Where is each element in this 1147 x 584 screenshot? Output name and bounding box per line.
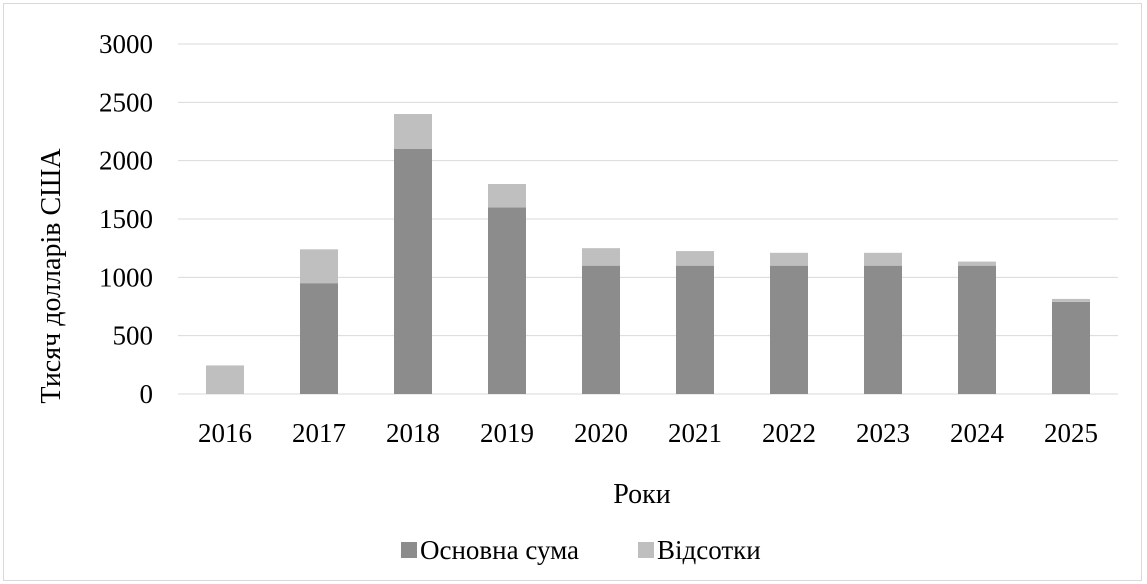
y-tick-label: 2000: [99, 146, 153, 176]
bar-interest: [206, 365, 244, 394]
y-tick-label: 3000: [99, 29, 153, 59]
y-tick-label: 0: [140, 379, 154, 409]
bar-principal: [582, 265, 620, 394]
bar-interest: [770, 252, 808, 266]
y-tick-labels: 0 500 1000 1500 2000 2500 3000: [99, 29, 153, 409]
bar-principal: [1052, 301, 1090, 394]
y-tick-label: 1000: [99, 262, 153, 292]
x-tick-label: 2023: [856, 418, 910, 448]
x-tick-label: 2025: [1044, 418, 1098, 448]
bar-principal: [488, 207, 526, 394]
legend-swatch-principal: [401, 542, 417, 558]
x-tick-label: 2020: [574, 418, 628, 448]
bar-principal: [770, 265, 808, 394]
x-tick-label: 2016: [198, 418, 252, 448]
bar-interest: [394, 114, 432, 149]
y-tick-label: 2500: [99, 87, 153, 117]
bar-principal: [864, 265, 902, 394]
x-axis-title: Роки: [613, 479, 670, 510]
bar-principal: [394, 149, 432, 394]
legend-label-principal: Основна сума: [420, 535, 579, 565]
x-tick-label: 2019: [480, 418, 534, 448]
legend-swatch-interest: [638, 542, 654, 558]
x-tick-label: 2021: [668, 418, 722, 448]
x-tick-label: 2024: [950, 418, 1005, 448]
y-tick-label: 500: [113, 321, 154, 351]
legend-label-interest: Відсотки: [657, 535, 761, 565]
bars: [206, 114, 1090, 394]
y-tick-label: 1500: [99, 204, 153, 234]
x-tick-label: 2022: [762, 418, 816, 448]
x-tick-label: 2017: [292, 418, 346, 448]
bar-interest: [958, 261, 996, 266]
bar-interest: [582, 248, 620, 266]
bar-interest: [1052, 298, 1090, 302]
bar-principal: [300, 283, 338, 394]
bar-principal: [958, 265, 996, 394]
y-axis-title: Тисяч долларів США: [36, 148, 67, 404]
chart-frame: [3, 3, 1142, 581]
x-tick-label: 2018: [386, 418, 440, 448]
bar-interest: [676, 251, 714, 266]
bar-interest: [488, 184, 526, 208]
bar-interest: [864, 252, 902, 266]
legend: Основна сума Відсотки: [401, 535, 761, 565]
bar-principal: [676, 265, 714, 394]
x-tick-labels: 2016 2017 2018 2019 2020 2021 2022 2023 2024 2025: [198, 418, 1098, 448]
bar-interest: [300, 249, 338, 284]
